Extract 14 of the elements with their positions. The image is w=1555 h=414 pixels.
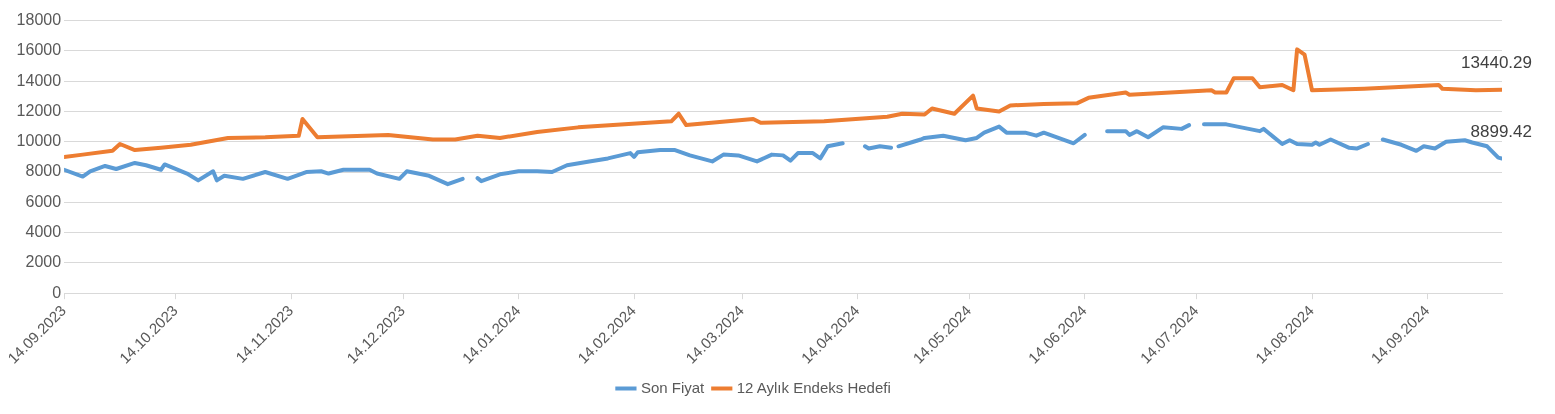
y-tick-label: 4000	[25, 223, 62, 241]
y-tick-label: 6000	[25, 192, 62, 210]
y-tick-label: 0	[52, 283, 62, 301]
y-tick-label: 16000	[16, 41, 62, 59]
y-tick-label: 2000	[25, 253, 62, 271]
y-tick-label: 18000	[16, 11, 62, 29]
y-tick-label: 10000	[16, 132, 62, 150]
data-label: 13440.29	[1461, 52, 1532, 72]
legend-label: 12 Aylık Endeks Hedefi	[736, 378, 891, 396]
legend-label: Son Fiyat	[640, 378, 706, 396]
y-tick-label: 12000	[16, 101, 62, 119]
y-tick-label: 8000	[25, 162, 62, 180]
y-tick-label: 14000	[16, 71, 62, 89]
data-label: 8899.42	[1470, 121, 1532, 141]
